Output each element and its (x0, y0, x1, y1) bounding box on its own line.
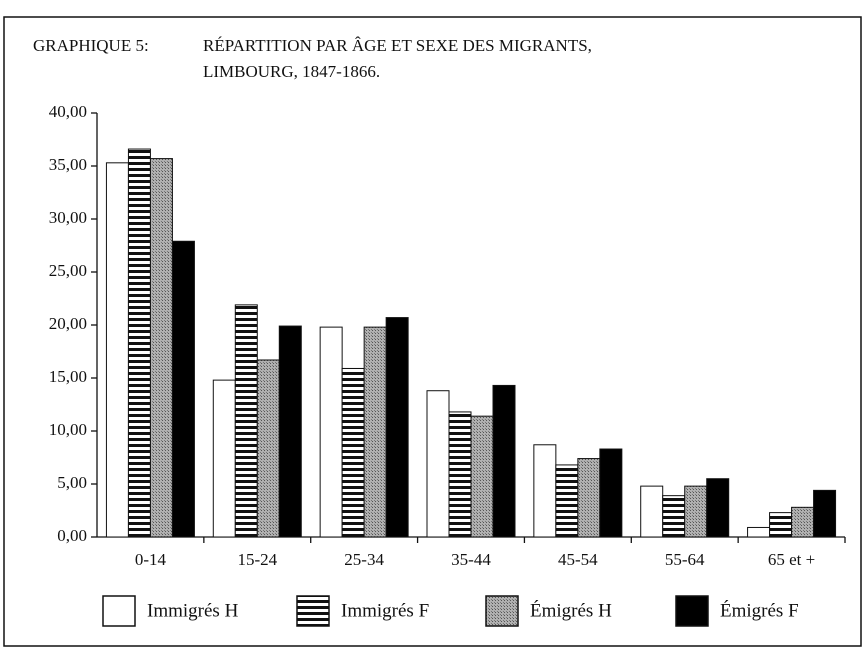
y-tick-label: 25,00 (49, 261, 87, 280)
bar (448, 411, 472, 538)
legend-swatch (675, 595, 709, 627)
legend-label: Émigrés H (530, 599, 612, 621)
y-tick-label: 35,00 (49, 155, 87, 174)
bar (319, 326, 343, 538)
bar (234, 304, 258, 538)
bar (341, 367, 365, 538)
bar (426, 390, 450, 538)
y-tick-label: 40,00 (49, 102, 87, 121)
x-tick-label: 15-24 (237, 550, 277, 569)
bar (171, 240, 195, 538)
x-tick-label: 65 et + (768, 550, 815, 569)
legend-label: Immigrés H (147, 600, 239, 621)
bar (533, 444, 557, 538)
bar (385, 317, 409, 538)
bar (599, 448, 623, 538)
x-tick-label: 45-54 (558, 550, 598, 569)
x-tick-label: 55-64 (665, 550, 705, 569)
bar (791, 506, 815, 538)
bar (363, 326, 387, 538)
bar (640, 485, 664, 538)
bar (747, 526, 771, 538)
bar (492, 384, 516, 538)
title-label: GRAPHIQUE 5: (33, 36, 149, 55)
x-tick-label: 35-44 (451, 550, 491, 569)
y-tick-label: 20,00 (49, 314, 87, 333)
x-tick-label: 25-34 (344, 550, 384, 569)
frame (3, 16, 862, 647)
y-tick-label: 10,00 (49, 420, 87, 439)
y-tick-label: 5,00 (57, 473, 87, 492)
legend-swatch (485, 595, 519, 627)
legend-label: Émigrés F (720, 599, 799, 621)
bar (278, 325, 302, 538)
y-tick-label: 15,00 (49, 367, 87, 386)
bar (212, 379, 236, 538)
bar (577, 458, 601, 538)
bar (555, 464, 579, 538)
y-tick-label: 30,00 (49, 208, 87, 227)
bar (127, 148, 151, 538)
bar (813, 489, 837, 538)
legend-label: Immigrés F (341, 600, 429, 621)
legend-swatch (102, 595, 136, 627)
bar (706, 478, 730, 538)
bar (662, 495, 686, 538)
bar (470, 415, 494, 538)
bar (256, 359, 280, 538)
bar (684, 485, 708, 538)
bar (769, 512, 793, 538)
chart-title: RÉPARTITION PAR ÂGE ET SEXE DES MIGRANTS… (203, 36, 592, 55)
y-tick-label: 0,00 (57, 526, 87, 545)
bar (149, 158, 173, 538)
legend-swatch (296, 595, 330, 627)
chart-title: LIMBOURG, 1847-1866. (203, 62, 380, 81)
x-tick-label: 0-14 (135, 550, 167, 569)
bar (105, 162, 129, 538)
